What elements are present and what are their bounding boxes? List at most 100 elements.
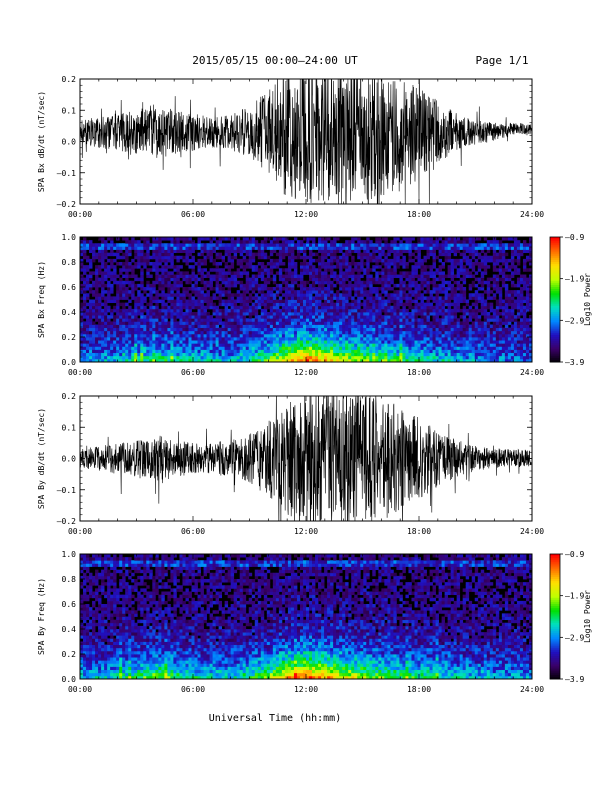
heatmap-cell [339, 299, 343, 304]
heatmap-cell [110, 290, 114, 294]
heatmap-cell [170, 293, 174, 297]
heatmap-cell [134, 324, 138, 329]
heatmap-cell [405, 249, 409, 254]
heatmap-cell [257, 287, 262, 291]
heatmap-cell [432, 290, 436, 294]
heatmap-cell [504, 308, 509, 313]
heatmap-cell [167, 280, 171, 285]
heatmap-cell [98, 305, 102, 310]
heatmap-cell [251, 274, 256, 279]
heatmap-cell [299, 349, 304, 354]
heatmap-cell [477, 246, 482, 250]
heatmap-cell [381, 262, 385, 266]
heatmap-cell [125, 280, 129, 285]
heatmap-cell [438, 358, 442, 362]
heatmap-cell [98, 268, 102, 272]
heatmap-cell [254, 308, 259, 313]
heatmap-cell [381, 268, 385, 272]
heatmap-cell [230, 283, 235, 288]
heatmap-cell [468, 240, 473, 244]
heatmap-cell [182, 240, 186, 244]
heatmap-cell [281, 312, 286, 316]
heatmap-cell [284, 343, 289, 347]
heatmap-cell [411, 299, 415, 304]
heatmap-cell [489, 283, 494, 288]
heatmap-cell [128, 240, 132, 244]
heatmap-cell [366, 271, 370, 275]
heatmap-cell [236, 337, 241, 341]
heatmap-cell [426, 237, 430, 241]
heatmap-cell [318, 296, 322, 300]
heatmap-cell [137, 255, 141, 260]
heatmap-cell [426, 355, 430, 360]
heatmap-cell [131, 243, 135, 247]
heatmap-cell [146, 358, 150, 362]
heatmap-cell [278, 327, 283, 332]
heatmap-cell [197, 346, 201, 350]
heatmap-cell [441, 277, 446, 282]
plot-area [80, 79, 532, 204]
heatmap-cell [324, 324, 328, 329]
heatmap-cell [438, 252, 442, 257]
heatmap-cell [354, 355, 358, 360]
heatmap-cell [260, 252, 265, 257]
heatmap-cell [161, 346, 165, 350]
heatmap-cell [423, 349, 427, 354]
heatmap-cell [363, 308, 367, 313]
heatmap-cell [227, 265, 232, 269]
heatmap-cell [339, 330, 343, 335]
heatmap-cell [146, 243, 150, 247]
heatmap-cell [83, 333, 87, 338]
heatmap-cell [248, 343, 253, 347]
heatmap-cell [236, 315, 241, 319]
heatmap-cell [104, 305, 108, 310]
heatmap-cell [272, 352, 277, 357]
heatmap-cell [459, 330, 464, 335]
heatmap-cell [375, 315, 379, 319]
heatmap-cell [119, 318, 123, 322]
heatmap-cell [125, 287, 129, 291]
heatmap-cell [197, 358, 201, 362]
heatmap-cell [251, 327, 256, 332]
heatmap-cell [146, 340, 150, 344]
heatmap-cell [119, 333, 123, 338]
heatmap-cell [290, 249, 295, 254]
heatmap-cell [396, 265, 400, 269]
heatmap-cell [194, 277, 198, 282]
heatmap-cell [459, 271, 464, 275]
heatmap-cell [98, 358, 102, 362]
heatmap-cell [224, 299, 229, 304]
heatmap-cell [504, 277, 509, 282]
heatmap-cell [125, 318, 129, 322]
heatmap-cell [155, 358, 159, 362]
heatmap-cell [492, 355, 497, 360]
heatmap-cell [444, 255, 449, 260]
heatmap-cell [89, 249, 93, 254]
heatmap-cell [164, 349, 168, 354]
heatmap-cell [215, 358, 220, 362]
heatmap-cell [281, 349, 286, 354]
heatmap-cell [402, 340, 406, 344]
heatmap-cell [330, 287, 334, 291]
heatmap-cell [110, 346, 114, 350]
heatmap-cell [312, 243, 316, 247]
heatmap-cell [281, 302, 286, 307]
heatmap-cell [143, 321, 147, 325]
heatmap-cell [429, 346, 433, 350]
heatmap-cell [414, 246, 418, 250]
heatmap-cell [107, 287, 111, 291]
heatmap-cell [312, 237, 316, 241]
heatmap-cell [254, 312, 259, 316]
heatmap-cell [357, 346, 361, 350]
heatmap-cell [158, 237, 162, 241]
heatmap-cell [408, 296, 412, 300]
heatmap-cell [468, 249, 473, 254]
heatmap-cell [299, 283, 304, 288]
heatmap-cell [203, 330, 207, 335]
heatmap-cell [206, 358, 210, 362]
heatmap-cell [492, 352, 497, 357]
heatmap-cell [408, 237, 412, 241]
heatmap-cell [152, 243, 156, 247]
heatmap-cell [122, 287, 126, 291]
heatmap-cell [372, 343, 376, 347]
